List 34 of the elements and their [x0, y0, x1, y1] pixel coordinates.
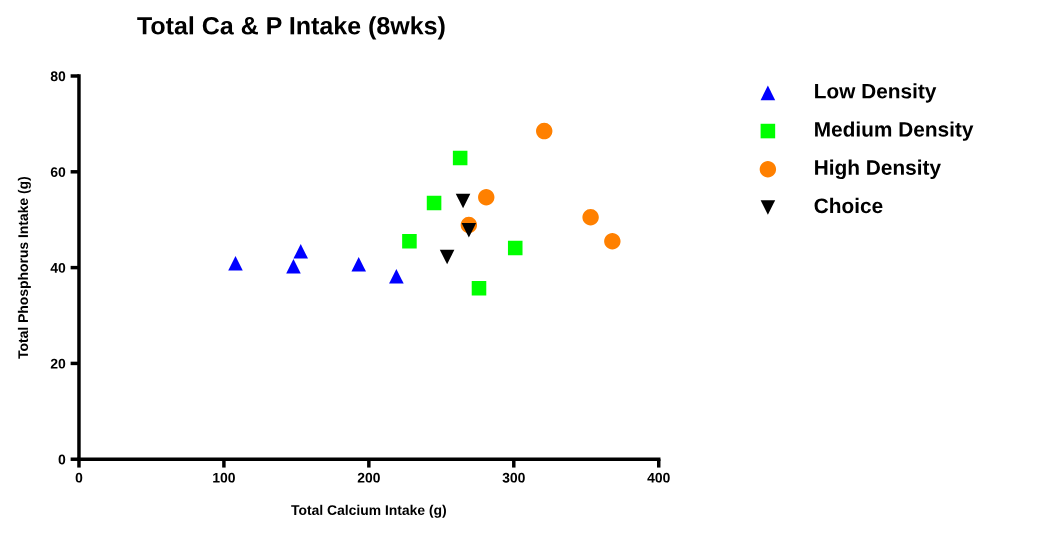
legend-label: High Density	[815, 159, 941, 180]
point	[228, 256, 243, 271]
legend-label: Medium Density	[815, 121, 974, 141]
point	[471, 280, 487, 296]
point	[452, 150, 468, 166]
legend-label: Low Density	[815, 83, 937, 103]
point	[426, 195, 442, 211]
y-tick-label: 20	[50, 358, 66, 369]
point	[478, 188, 495, 206]
x-tick-label: 100	[213, 472, 235, 483]
y-tick-label: 0	[58, 454, 66, 465]
point	[536, 122, 553, 140]
x-axis-title: Total Calcium Intake (g)	[291, 504, 446, 518]
point	[351, 256, 366, 272]
point	[455, 193, 471, 209]
point	[293, 244, 309, 259]
point	[604, 233, 621, 250]
chart-title: Total Ca & P Intake (8wks)	[137, 16, 445, 40]
x-tick-label: 400	[647, 472, 670, 483]
y-axis-title: Total Phosphorus Intake (g)	[17, 176, 31, 359]
point	[286, 258, 301, 274]
point	[582, 209, 599, 226]
x-tick-label: 300	[502, 472, 525, 483]
y-tick-label: 40	[50, 262, 66, 273]
point	[439, 249, 455, 265]
y-tick-label: 60	[50, 167, 66, 177]
point	[402, 233, 417, 249]
legend-label: Choice	[814, 197, 883, 214]
point	[461, 222, 477, 238]
point	[389, 268, 404, 284]
x-tick-label: 0	[75, 472, 83, 483]
y-tick-label: 80	[50, 71, 66, 82]
x-tick-label: 200	[357, 472, 380, 483]
point	[507, 240, 523, 256]
